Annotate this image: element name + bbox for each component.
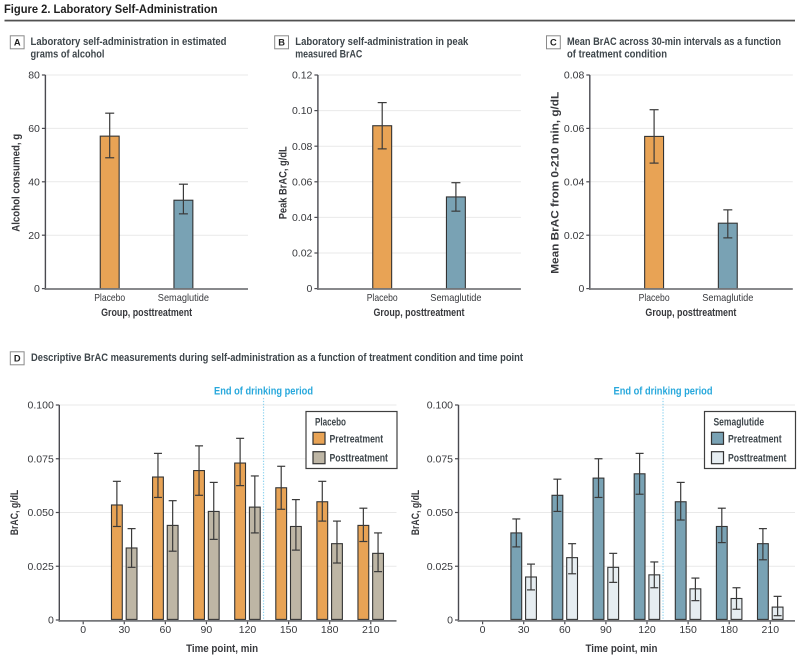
svg-text:90: 90 <box>600 624 612 636</box>
svg-text:Posttreatment: Posttreatment <box>728 453 787 465</box>
svg-text:measured BrAC: measured BrAC <box>295 49 362 61</box>
svg-text:End of drinking period: End of drinking period <box>214 386 313 398</box>
svg-text:0: 0 <box>480 624 486 636</box>
svg-text:210: 210 <box>762 624 780 636</box>
svg-text:Placebo: Placebo <box>315 416 346 428</box>
svg-text:0.06: 0.06 <box>564 123 585 135</box>
svg-text:Group, posttreatment: Group, posttreatment <box>645 307 736 319</box>
svg-text:0: 0 <box>48 615 54 627</box>
svg-text:0.02: 0.02 <box>564 230 585 242</box>
svg-text:90: 90 <box>201 624 213 636</box>
svg-text:210: 210 <box>362 624 380 636</box>
svg-text:Descriptive BrAC measurements: Descriptive BrAC measurements during sel… <box>31 352 523 364</box>
svg-text:0.075: 0.075 <box>427 453 453 465</box>
svg-text:A: A <box>14 38 21 48</box>
svg-text:0.100: 0.100 <box>28 400 54 412</box>
svg-text:Time point, min: Time point, min <box>586 643 658 655</box>
svg-text:Mean BrAC from 0-210 min, g/dL: Mean BrAC from 0-210 min, g/dL <box>550 91 562 273</box>
svg-text:Figure 2. Laboratory Self-Admi: Figure 2. Laboratory Self-Administration <box>4 2 218 16</box>
svg-text:0: 0 <box>307 283 313 295</box>
svg-text:0.04: 0.04 <box>292 212 313 224</box>
svg-text:0.02: 0.02 <box>292 248 313 260</box>
svg-text:Laboratory self-administration: Laboratory self-administration in peak <box>295 36 469 48</box>
svg-text:BrAC, g/dL: BrAC, g/dL <box>9 489 21 535</box>
svg-text:Pretreatment: Pretreatment <box>728 434 782 446</box>
svg-text:Mean BrAC across 30-min interv: Mean BrAC across 30-min intervals as a f… <box>567 36 781 48</box>
svg-text:Semaglutide: Semaglutide <box>430 292 481 304</box>
svg-text:Placebo: Placebo <box>94 292 125 304</box>
svg-text:150: 150 <box>679 624 697 636</box>
svg-text:Peak BrAC, g/dL: Peak BrAC, g/dL <box>278 146 290 219</box>
svg-text:0.10: 0.10 <box>292 105 313 117</box>
svg-text:150: 150 <box>280 624 298 636</box>
svg-text:Posttreatment: Posttreatment <box>330 453 389 465</box>
svg-text:60: 60 <box>160 624 172 636</box>
svg-text:0.100: 0.100 <box>427 400 453 412</box>
svg-text:0.06: 0.06 <box>292 176 313 188</box>
svg-text:120: 120 <box>638 624 656 636</box>
svg-text:0.050: 0.050 <box>28 507 54 519</box>
svg-text:0.025: 0.025 <box>427 561 453 573</box>
svg-text:0: 0 <box>80 624 86 636</box>
svg-text:Semaglutide: Semaglutide <box>714 416 765 428</box>
svg-text:Semaglutide: Semaglutide <box>702 292 753 304</box>
svg-text:grams of alcohol: grams of alcohol <box>31 49 105 61</box>
svg-text:0.08: 0.08 <box>292 141 313 153</box>
svg-text:Group, posttreatment: Group, posttreatment <box>374 307 465 319</box>
svg-text:BrAC, g/dL: BrAC, g/dL <box>410 489 422 535</box>
svg-text:Alcohol consumed, g: Alcohol consumed, g <box>11 134 23 232</box>
svg-text:0: 0 <box>578 283 584 295</box>
svg-text:0.075: 0.075 <box>28 453 54 465</box>
svg-text:60: 60 <box>559 624 571 636</box>
svg-text:Placebo: Placebo <box>639 292 670 304</box>
svg-text:D: D <box>14 354 21 364</box>
svg-text:B: B <box>278 38 285 48</box>
svg-text:Time point, min: Time point, min <box>186 643 258 655</box>
svg-text:Laboratory self-administration: Laboratory self-administration in estima… <box>31 36 227 48</box>
svg-text:180: 180 <box>720 624 738 636</box>
svg-text:0.04: 0.04 <box>564 176 585 188</box>
svg-text:30: 30 <box>118 624 130 636</box>
svg-text:0.025: 0.025 <box>28 561 54 573</box>
svg-text:80: 80 <box>28 70 40 82</box>
svg-text:0: 0 <box>34 283 40 295</box>
svg-text:20: 20 <box>28 230 40 242</box>
svg-text:End of drinking period: End of drinking period <box>614 386 713 398</box>
svg-text:C: C <box>550 38 557 48</box>
svg-text:30: 30 <box>518 624 530 636</box>
svg-text:0.12: 0.12 <box>292 70 313 82</box>
svg-text:of treatment condition: of treatment condition <box>567 49 667 61</box>
svg-text:0.08: 0.08 <box>564 70 585 82</box>
svg-text:Placebo: Placebo <box>367 292 398 304</box>
svg-text:180: 180 <box>321 624 339 636</box>
svg-text:Group, posttreatment: Group, posttreatment <box>101 307 192 319</box>
svg-text:60: 60 <box>28 123 40 135</box>
svg-text:40: 40 <box>28 176 40 188</box>
svg-text:Pretreatment: Pretreatment <box>330 434 384 446</box>
svg-text:120: 120 <box>239 624 257 636</box>
svg-text:0.050: 0.050 <box>427 507 453 519</box>
svg-text:Semaglutide: Semaglutide <box>158 292 209 304</box>
svg-text:0: 0 <box>447 615 453 627</box>
